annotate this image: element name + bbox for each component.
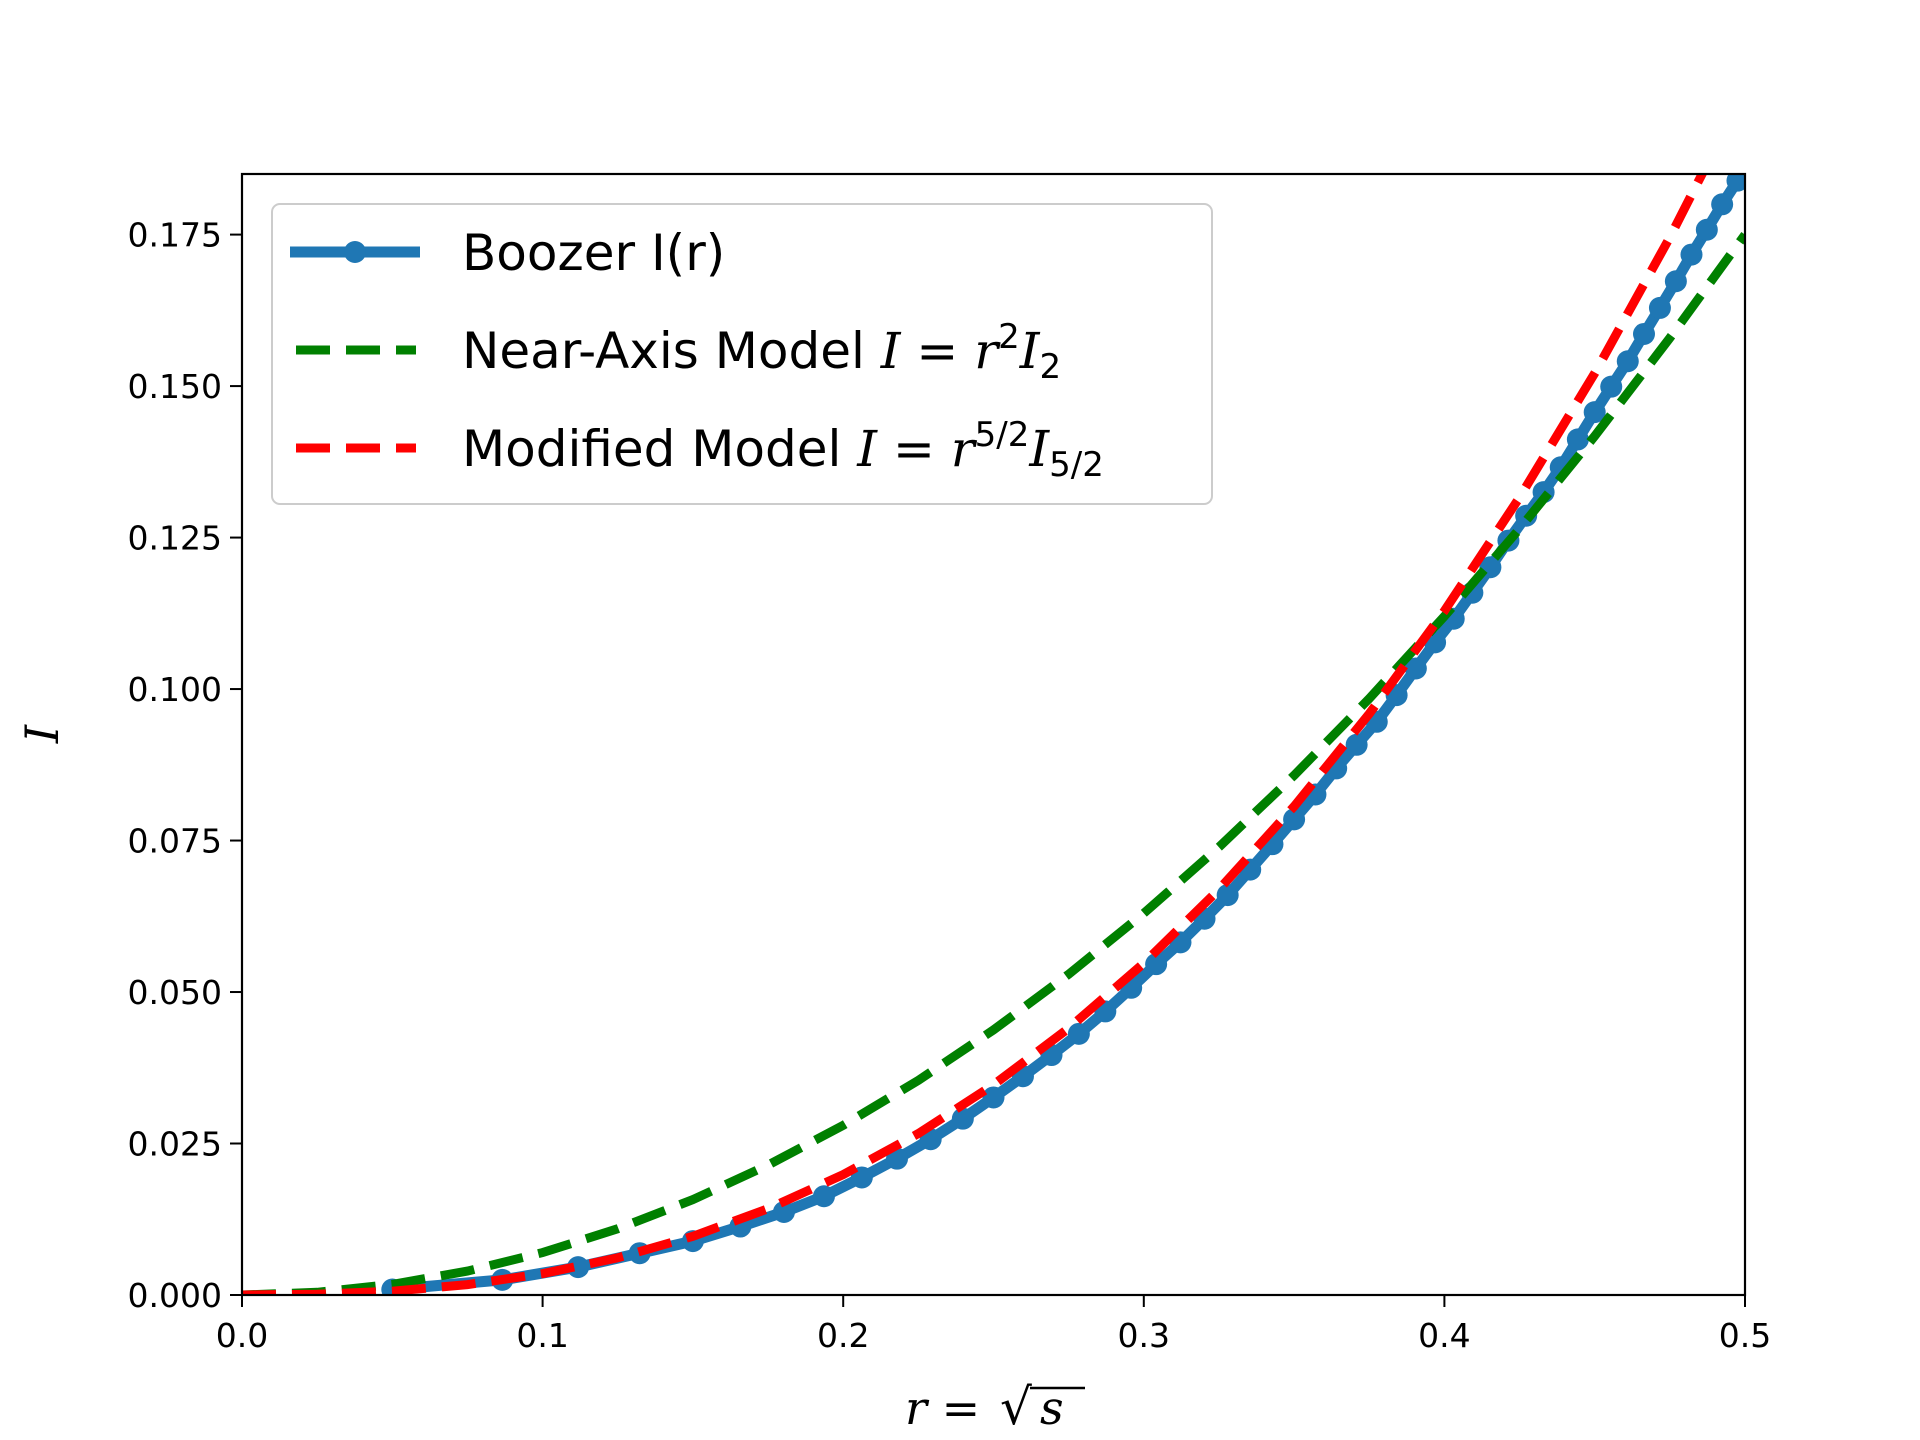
- series-boozer-point: [1067, 1022, 1090, 1045]
- series-boozer-point: [1145, 953, 1168, 976]
- x-axis-title-eq: =: [927, 1381, 980, 1435]
- svg-text:r =: r =: [905, 1381, 980, 1435]
- series-boozer-point: [812, 1185, 835, 1208]
- legend-box: [271, 203, 1213, 505]
- series-modified-line: [242, 174, 1708, 1295]
- series-boozer-point: [1616, 350, 1639, 373]
- x-tick-label: 0.5: [1719, 1316, 1771, 1355]
- x-tick-label: 0.2: [817, 1316, 869, 1355]
- legend-modified-text: Modified Model: [462, 420, 841, 478]
- series-boozer-point: [1566, 428, 1589, 451]
- series-boozer-point: [1726, 174, 1745, 192]
- y-tick-label: 0.150: [128, 367, 222, 406]
- y-tick-label: 0.100: [128, 670, 222, 709]
- series-boozer-point: [1216, 884, 1239, 907]
- series-layer: [242, 174, 1745, 1295]
- y-tick-label: 0.050: [128, 973, 222, 1012]
- y-tick-label: 0.125: [128, 519, 222, 558]
- y-axis-title: I: [15, 724, 69, 744]
- series-boozer-point: [772, 1200, 795, 1223]
- series-boozer-point: [1711, 193, 1734, 216]
- series-near-axis-line: [242, 231, 1745, 1295]
- axes-frame: [240, 172, 1747, 1297]
- legend-near-axis-text: Near-Axis Model: [462, 322, 865, 380]
- series-boozer-point: [982, 1086, 1005, 1109]
- y-axis-ticks: 0.000 0.025 0.050 0.075 0.100 0.125 0.150 0.175: [128, 216, 242, 1315]
- legend: Boozer I(r) Near-Axis Model I = r2I2 Mod…: [271, 203, 1213, 505]
- x-tick-label: 0.4: [1418, 1316, 1470, 1355]
- series-boozer-point: [1600, 375, 1623, 398]
- series-boozer-point: [1283, 808, 1306, 831]
- x-tick-label: 0.3: [1118, 1316, 1170, 1355]
- series-boozer-point: [1664, 270, 1687, 293]
- series-boozer-point: [1583, 401, 1606, 424]
- x-tick-label: 0.0: [216, 1316, 268, 1355]
- series-boozer-point: [1345, 733, 1368, 756]
- series-boozer-point: [1680, 243, 1703, 266]
- series-boozer-point: [567, 1256, 590, 1279]
- y-tick-label: 0.175: [128, 216, 222, 255]
- y-tick-label: 0.025: [128, 1125, 222, 1164]
- x-axis-title-lhs: r: [905, 1381, 930, 1435]
- legend-near-axis-label: Near-Axis Model I = r2I2: [462, 317, 1061, 387]
- series-boozer-point: [1648, 296, 1671, 319]
- x-axis-ticks: 0.0 0.1 0.2 0.3 0.4 0.5: [216, 1295, 1771, 1355]
- series-boozer-point: [951, 1107, 974, 1130]
- legend-boozer-label: Boozer I(r): [462, 224, 725, 282]
- series-boozer-point: [1404, 657, 1427, 680]
- sqrt-sign: √: [1000, 1378, 1032, 1436]
- series-boozer-point: [1632, 322, 1655, 345]
- x-tick-label: 0.1: [516, 1316, 568, 1355]
- legend-boozer-marker: [344, 241, 366, 263]
- x-axis-title: r = √ s: [905, 1378, 1085, 1436]
- x-axis-title-radicand: s: [1040, 1381, 1064, 1435]
- y-tick-label: 0.075: [128, 822, 222, 861]
- series-boozer-point: [1695, 218, 1718, 241]
- y-tick-label: 0.000: [128, 1276, 222, 1315]
- legend-modified-label: Modified Model I = r5/2I5/2: [462, 415, 1104, 485]
